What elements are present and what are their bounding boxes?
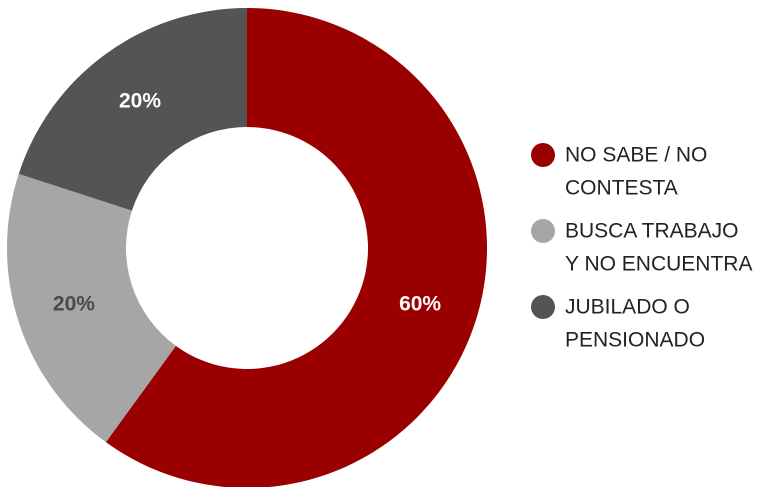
legend-marker: [531, 295, 555, 319]
slice-jubilado-o-pensionado: [18, 8, 248, 211]
slice-label-jubilado-o-pensionado: 20%: [119, 89, 161, 112]
slice-labels: 60% 20% 20%: [53, 89, 442, 315]
legend-entry-jubilado-o-pensionado: JUBILADO O PENSIONADO: [531, 295, 705, 352]
donut-slices: [6, 8, 487, 487]
slice-no-sabe-no-contesta: [105, 8, 487, 487]
legend-marker: [531, 219, 555, 243]
legend-label: NO SABE / NO: [565, 144, 707, 167]
slice-label-no-sabe-no-contesta: 60%: [399, 293, 441, 316]
legend-label: Y NO ENCUENTRA: [565, 253, 752, 276]
legend: NO SABE / NO CONTESTA BUSCA TRABAJO Y NO EN…: [531, 143, 752, 352]
legend-label: CONTESTA: [565, 177, 678, 200]
legend-entry-no-sabe-no-contesta: NO SABE / NO CONTESTA: [531, 143, 707, 200]
slice-label-busca-trabajo-y-no-encuentra: 20%: [53, 293, 95, 316]
legend-entry-busca-trabajo-y-no-encuentra: BUSCA TRABAJO Y NO ENCUENTRA: [531, 219, 752, 276]
legend-marker: [531, 143, 555, 167]
legend-label: PENSIONADO: [565, 329, 705, 352]
slice-busca-trabajo-y-no-encuentra: [6, 173, 176, 443]
legend-label: JUBILADO O: [565, 296, 690, 319]
legend-label: BUSCA TRABAJO: [565, 220, 739, 243]
